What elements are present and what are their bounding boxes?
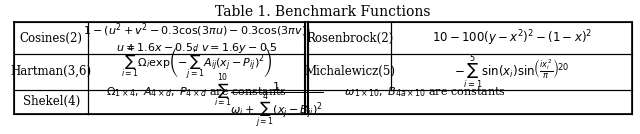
Text: $10-100(y-x^2)^2-(1-x)^2$: $10-100(y-x^2)^2-(1-x)^2$ xyxy=(431,28,592,48)
Text: Michalewicz(5): Michalewicz(5) xyxy=(304,65,395,78)
Text: $-\sum_{i=1}^{5}\sin(x_i)\sin\!\left(\frac{ix_i^2}{\pi}\right)^{\!20}$: $-\sum_{i=1}^{5}\sin(x_i)\sin\!\left(\fr… xyxy=(454,53,570,91)
Text: $1-(u^2+v^2-0.3\cos(3\pi u)-0.3\cos(3\pi v))$
$u=1.6x-0.5,\; v=1.6y-0.5$: $1-(u^2+v^2-0.3\cos(3\pi u)-0.3\cos(3\pi… xyxy=(83,21,310,55)
Text: $\sum_{i=1}^{4}\Omega_i\exp\!\left(-\sum_{j=1}^{d}A_{ij}(x_j-P_{ij})^2\right)$
$: $\sum_{i=1}^{4}\Omega_i\exp\!\left(-\sum… xyxy=(106,44,287,99)
Text: Rosenbrock(2): Rosenbrock(2) xyxy=(306,31,393,44)
Text: Table 1. Benchmark Functions: Table 1. Benchmark Functions xyxy=(216,5,431,19)
Text: Cosines(2): Cosines(2) xyxy=(20,31,83,44)
Text: Hartman(3,6): Hartman(3,6) xyxy=(11,65,92,78)
Text: Shekel(4): Shekel(4) xyxy=(22,95,80,108)
Text: $\sum_{i=1}^{10}\dfrac{1}{\omega_i+\sum_{j=1}^{4}(x_j-B_{ji})^2}\qquad\omega_{1\: $\sum_{i=1}^{10}\dfrac{1}{\omega_i+\sum_… xyxy=(214,73,506,131)
